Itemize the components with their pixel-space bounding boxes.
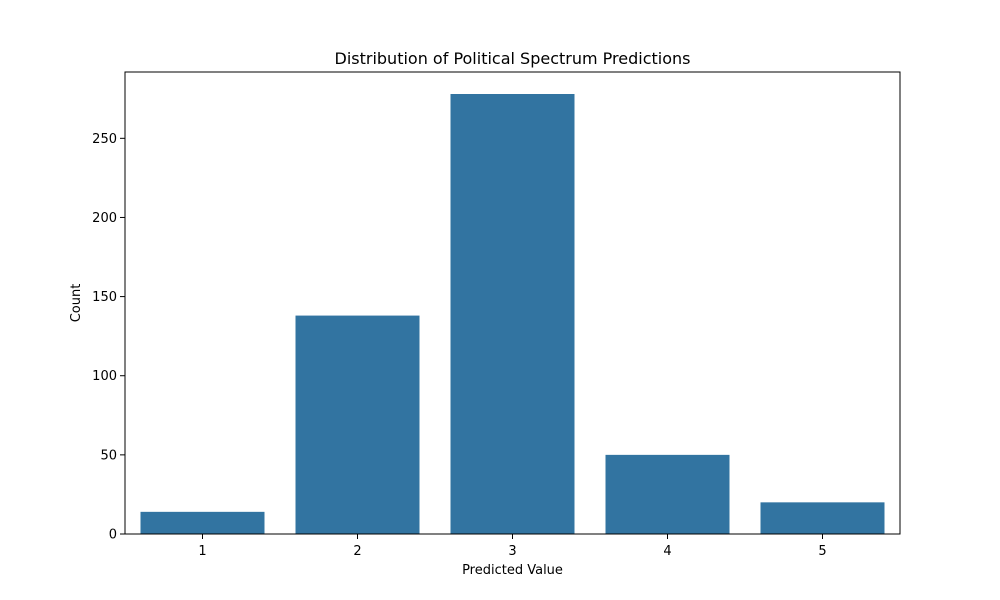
x-tick-label-2: 2 <box>353 544 361 559</box>
y-tick-label-150: 150 <box>92 290 117 305</box>
x-axis: 1 2 3 4 5 <box>198 534 827 559</box>
x-tick-label-4: 4 <box>663 544 671 559</box>
bars-group <box>140 94 885 534</box>
y-tick-label-100: 100 <box>92 369 117 384</box>
chart-title: Distribution of Political Spectrum Predi… <box>335 49 691 68</box>
x-axis-label: Predicted Value <box>462 563 563 578</box>
y-tick-label-0: 0 <box>109 528 117 543</box>
y-tick-label-50: 50 <box>100 448 117 463</box>
y-tick-label-250: 250 <box>92 132 117 147</box>
bar-3 <box>450 94 575 534</box>
y-tick-label-200: 200 <box>92 211 117 226</box>
bar-2 <box>295 315 420 534</box>
y-axis: 0 50 100 150 200 250 <box>92 132 125 543</box>
x-tick-label-3: 3 <box>508 544 516 559</box>
bar-5 <box>760 502 885 534</box>
bar-4 <box>605 454 730 534</box>
bar-1 <box>140 511 265 534</box>
y-axis-label: Count <box>69 284 84 323</box>
x-tick-label-1: 1 <box>198 544 206 559</box>
x-tick-label-5: 5 <box>818 544 826 559</box>
